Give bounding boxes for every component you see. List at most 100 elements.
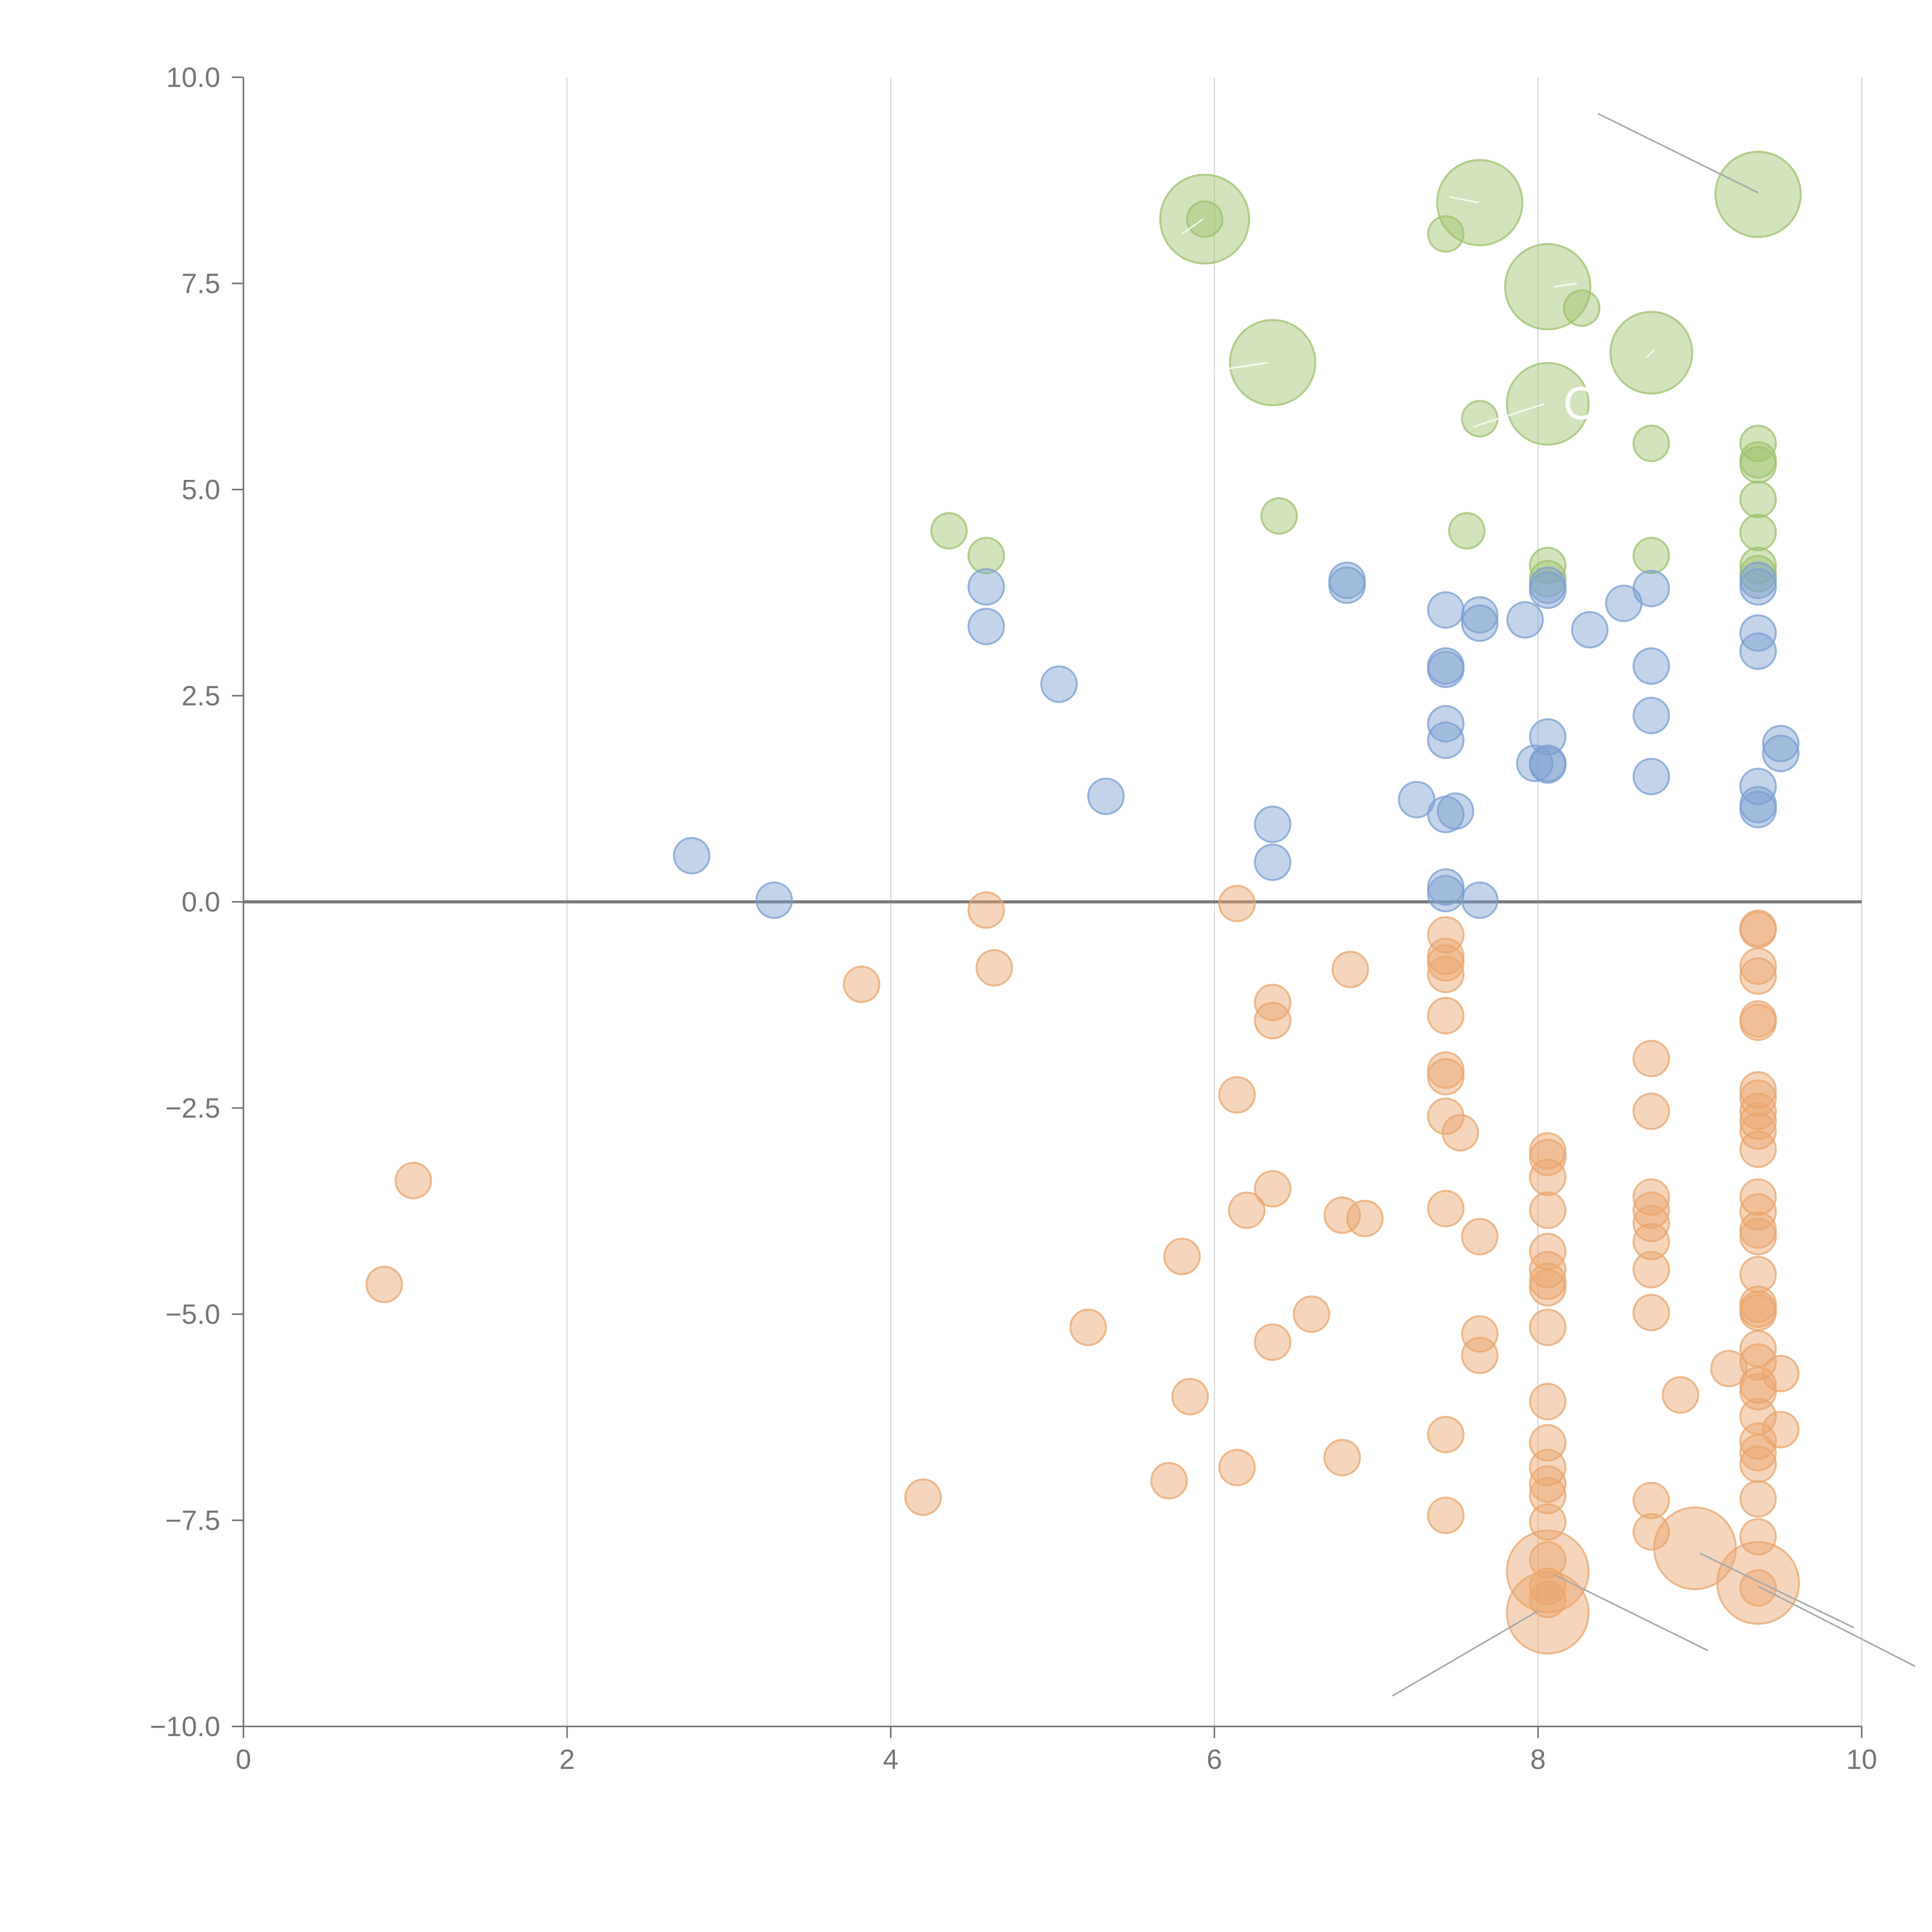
data-point-blue (1739, 791, 1777, 828)
data-point-orange (1323, 1439, 1361, 1476)
leader-line (1214, 362, 1268, 372)
leader-line (1554, 282, 1577, 288)
data-point-orange (1739, 1434, 1777, 1472)
data-point-green (1739, 424, 1777, 462)
data-point-blue (1633, 758, 1670, 796)
x-tick-label: 4 (883, 1744, 898, 1775)
data-point-orange (1633, 1092, 1670, 1130)
data-point-orange (1662, 1376, 1699, 1414)
data-point-green (1633, 424, 1670, 462)
data-point-blue (967, 568, 1005, 606)
leader-line (1699, 1553, 1854, 1628)
data-point-orange (1461, 1218, 1499, 1255)
data-point-blue (1633, 647, 1670, 685)
data-point-blue (1529, 571, 1567, 609)
data-point-orange (1633, 1294, 1670, 1332)
data-point-blue (967, 607, 1005, 645)
data-point-blue (1571, 611, 1609, 649)
y-tick-label: −2.5 (165, 1093, 220, 1124)
data-point-green (1159, 173, 1250, 265)
annotation-label: C (1563, 378, 1597, 429)
data-point-orange (1739, 1422, 1777, 1460)
data-point-orange (1529, 1476, 1567, 1514)
data-point-orange (1633, 1223, 1670, 1260)
data-point-orange (1710, 1350, 1748, 1388)
data-point-orange (1739, 1518, 1777, 1556)
data-point-orange (1716, 1541, 1800, 1625)
data-point-orange (1254, 1170, 1292, 1208)
data-point-blue (1254, 805, 1292, 843)
leader-line (1181, 218, 1204, 235)
y-tick-label: 2.5 (182, 681, 220, 712)
data-point-blue (1516, 744, 1554, 782)
data-point-orange (1739, 947, 1777, 985)
data-point-green (1260, 497, 1298, 535)
data-point-orange (1163, 1238, 1201, 1276)
data-point-orange (1346, 1199, 1384, 1237)
data-point-green (1504, 243, 1592, 330)
data-point-blue (1529, 746, 1567, 784)
data-point-blue (1427, 591, 1465, 629)
data-point-blue (1762, 735, 1800, 772)
data-point-blue (1437, 792, 1475, 830)
data-point-green (1427, 215, 1465, 253)
data-point-orange (1427, 1497, 1465, 1534)
leader-line (1449, 196, 1478, 204)
data-point-orange (1529, 1541, 1567, 1579)
data-point-blue (1762, 724, 1800, 762)
data-point-orange (1427, 997, 1465, 1034)
series-blue (673, 561, 1800, 919)
data-point-blue (1427, 875, 1465, 913)
x-tick-label: 10 (1846, 1744, 1877, 1775)
y-tick-label: 0.0 (182, 887, 220, 918)
data-point-orange (1218, 884, 1256, 922)
y-tick-label: −10.0 (150, 1711, 220, 1742)
data-point-orange (1529, 1383, 1567, 1420)
data-point-orange (1427, 1190, 1465, 1228)
data-point-blue (1427, 650, 1465, 688)
data-point-orange (904, 1478, 942, 1516)
data-point-green (1739, 446, 1777, 484)
data-point-orange (1332, 951, 1369, 988)
data-point-orange (1739, 1294, 1777, 1332)
data-point-orange (1739, 1178, 1777, 1216)
data-point-orange (1739, 1102, 1777, 1140)
data-point-green (1448, 512, 1486, 550)
data-point-green (1229, 319, 1316, 406)
data-point-green (1739, 514, 1777, 551)
data-point-orange (1293, 1295, 1330, 1333)
data-point-green (1739, 481, 1777, 519)
data-point-orange (1739, 911, 1777, 949)
y-tick-label: 7.5 (182, 269, 220, 299)
data-point-orange (365, 1265, 403, 1303)
leader-lines (1181, 113, 1916, 1697)
data-point-orange (1739, 1480, 1777, 1518)
data-point-orange (1529, 1158, 1567, 1196)
data-point-orange (1529, 1139, 1567, 1177)
x-tick-label: 0 (236, 1744, 251, 1775)
data-point-orange (1633, 1481, 1670, 1519)
x-tick-label: 6 (1207, 1744, 1222, 1775)
data-point-orange (1254, 1002, 1292, 1039)
data-point-blue (1427, 721, 1465, 759)
data-point-orange (1069, 1308, 1107, 1346)
data-point-orange (1633, 1513, 1670, 1551)
data-point-orange (1150, 1462, 1188, 1500)
data-point-orange (1506, 1571, 1590, 1655)
leader-line (1597, 113, 1759, 194)
data-point-orange (1739, 1569, 1777, 1607)
data-point-orange (1441, 1114, 1479, 1152)
data-point-orange (1633, 1178, 1670, 1216)
data-point-blue (1040, 665, 1078, 703)
data-point-orange (1762, 1355, 1800, 1393)
data-point-orange (1228, 1191, 1266, 1229)
data-point-green (930, 512, 968, 550)
data-point-blue (755, 881, 793, 919)
data-point-orange (1218, 1076, 1256, 1114)
data-point-green (1186, 200, 1224, 238)
y-tick-label: −7.5 (165, 1505, 220, 1536)
data-point-orange (1739, 1130, 1777, 1168)
data-point-orange (1739, 1003, 1777, 1041)
data-point-orange (967, 891, 1005, 929)
data-point-blue (1633, 570, 1670, 607)
